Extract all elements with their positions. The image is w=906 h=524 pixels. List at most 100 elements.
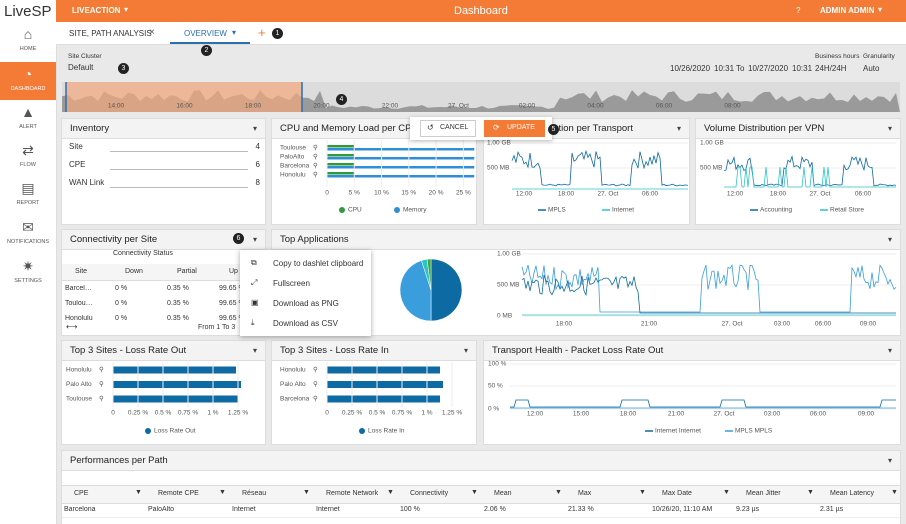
user-menu[interactable]: ADMIN ADMIN [820,6,875,15]
filter-icon[interactable]: ▼ [303,489,310,496]
menu-item[interactable]: Download as PNG [273,299,339,308]
nav-label[interactable]: SETTINGS [14,278,42,284]
inventory-label: WAN Link [69,178,105,187]
nav-label[interactable]: FLOW [20,162,36,168]
help-icon[interactable]: ? [796,6,801,15]
cancel-button[interactable] [420,120,476,137]
table-cell: 0 % [115,315,128,322]
org-select[interactable]: LIVEACTION [72,6,121,15]
time-input[interactable]: 10:31 [792,64,813,73]
nav-icon[interactable]: ✉ [22,219,34,235]
update-label[interactable]: UPDATE [507,124,535,131]
nav-label[interactable]: HOME [19,46,37,52]
timeline-tick: 22:00 [382,103,399,110]
site-cluster-select[interactable]: Default [68,63,94,72]
widget-menu[interactable]: ▾ [252,235,257,244]
date-input[interactable]: 10/26/2020 [670,64,711,73]
menu-icon[interactable]: ⧉ [251,258,257,267]
widget-menu[interactable]: ▾ [252,346,257,355]
tab-active[interactable]: OVERVIEW [184,29,227,38]
nav-icon[interactable]: ✷ [22,258,34,274]
logo: LiveSP [4,3,52,20]
table-cell: 9.23 µs [736,506,760,513]
filter-icon[interactable]: ▼ [639,489,646,496]
active-nav [0,62,56,100]
table-cell: 2.06 % [484,506,506,513]
label: Site Cluster [68,53,102,60]
nav-label[interactable]: NOTIFICATIONS [6,239,50,245]
table-cell: Barcelona [64,506,96,513]
filter-icon[interactable]: ▼ [807,489,814,496]
business-hours-select[interactable]: 24H/24H [815,64,847,73]
close-tab[interactable]: × [149,27,155,38]
time-input[interactable]: 10:31 [714,64,735,73]
table-cell: 0.35 % [167,300,189,307]
filter-icon[interactable]: ▼ [135,489,142,496]
table-cell: 0 % [115,285,128,292]
table-cell: 21.33 % [568,506,594,513]
widget-menu[interactable]: ▾ [887,124,892,133]
widget-menu[interactable]: ▾ [252,124,257,133]
update-icon: ⟳ [493,123,500,132]
column-header: Max Date [662,490,692,497]
nav-icon[interactable]: ◔ [23,66,33,82]
menu-icon[interactable]: ⤢ [251,278,258,287]
timeline-tick: 27. Oct [448,103,469,110]
table-cell: 10/26/20, 11:10 AM [652,506,713,513]
timeline-tick: 20:00 [313,103,330,110]
step-marker: 3 [118,63,129,74]
widget-menu[interactable]: ▾ [887,235,892,244]
expand-icon: ⟷ [66,322,78,331]
filter-icon[interactable]: ▼ [723,489,730,496]
filter-icon[interactable]: ▼ [891,489,898,496]
inventory-value: 8 [255,178,260,187]
add-tab[interactable]: + [258,25,266,40]
menu-icon[interactable]: ⤓ [251,318,255,327]
table-cell: 0 % [115,300,128,307]
column-header: Up [229,268,238,275]
pager: From 1 To 3 [198,324,236,331]
widget-menu[interactable]: ▾ [463,346,468,355]
update-button[interactable] [484,120,545,137]
timeline-tick: 18:00 [245,103,262,110]
group-header: Connectivity Status [113,250,173,257]
nav-icon[interactable]: ⌂ [23,26,33,42]
timeline-tick: 08:00 [724,103,741,110]
table-cell: 100 % [400,506,420,513]
widget-menu[interactable]: ▾ [887,346,892,355]
widget-menu[interactable]: ▾ [676,124,681,133]
nav-icon[interactable]: ▲ [21,104,35,120]
menu-icon[interactable]: ▣ [251,298,259,307]
widget-title: Connectivity per Site ▾ [62,230,265,250]
timeline-tick: 06:00 [656,103,673,110]
page-title: Dashboard [454,5,508,17]
filter-icon[interactable]: ▼ [219,489,226,496]
context-menu [240,250,371,336]
filter-icon[interactable]: ▼ [555,489,562,496]
tab[interactable]: SITE, PATH ANALYSIS [69,29,152,38]
column-header: Mean [494,490,512,497]
cancel-label[interactable]: CANCEL [440,124,469,131]
inventory-line [110,187,248,188]
nav-label[interactable]: ALERT [19,124,37,130]
nav-label[interactable]: DASHBOARD [10,86,46,92]
menu-item[interactable]: Fullscreen [273,279,310,288]
nav-icon[interactable]: ▤ [21,180,35,196]
menu-item[interactable]: Copy to dashlet clipboard [273,259,364,268]
step-marker: 4 [336,94,347,105]
granularity-select[interactable]: Auto [863,64,880,73]
nav-icon[interactable]: ⇄ [22,142,34,158]
menu-item[interactable]: Download as CSV [273,319,338,328]
date-input[interactable]: 10/27/2020 [748,64,789,73]
column-header: Remote Network [326,490,379,497]
inventory-label: Site [69,142,83,151]
inventory-value: 4 [255,142,260,151]
filter-icon[interactable]: ▼ [471,489,478,496]
column-header: Mean Jitter [746,490,781,497]
table-cell: PaloAlto [148,506,175,513]
nav-label[interactable]: REPORT [16,200,40,206]
filter-icon[interactable]: ▼ [387,489,394,496]
table-cell: Honolulu [65,315,93,322]
widget-menu[interactable]: ▾ [887,456,892,465]
loss-in-widget: Top 3 Sites - Loss Rate In ▾ [271,340,477,445]
